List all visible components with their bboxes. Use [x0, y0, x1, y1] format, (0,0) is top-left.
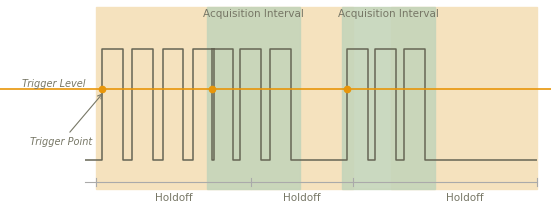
Bar [342, 7, 435, 189]
Text: Holdoff: Holdoff [446, 193, 483, 203]
Text: Holdoff: Holdoff [155, 193, 192, 203]
Bar [391, 7, 537, 189]
Text: Acquisition Interval: Acquisition Interval [203, 9, 304, 19]
Bar [207, 7, 300, 189]
Bar [96, 7, 251, 189]
Text: Trigger Point: Trigger Point [30, 94, 102, 147]
Bar [251, 7, 353, 189]
Text: Trigger Level: Trigger Level [22, 79, 85, 89]
Text: Holdoff: Holdoff [283, 193, 321, 203]
Text: Acquisition Interval: Acquisition Interval [338, 9, 439, 19]
